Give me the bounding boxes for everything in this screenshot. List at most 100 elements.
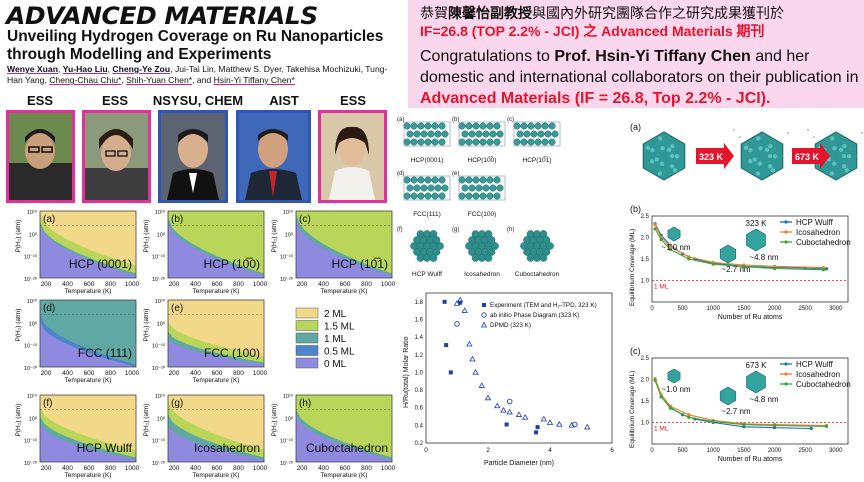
tick-label: 800 xyxy=(233,281,244,288)
atom xyxy=(764,147,770,153)
tick-label: 3000 xyxy=(829,306,843,312)
atom xyxy=(520,138,528,146)
tick-label: 10⁻²⁰ xyxy=(24,276,38,283)
phase-frame xyxy=(295,210,393,279)
particle-body xyxy=(740,131,784,181)
atom xyxy=(523,130,531,138)
tick-label: 500 xyxy=(678,306,689,312)
data-point xyxy=(461,307,468,313)
phase-frame xyxy=(39,210,137,279)
atom xyxy=(493,138,501,146)
atom xyxy=(493,176,501,184)
data-point xyxy=(506,398,513,405)
tick-label: 1000 xyxy=(707,448,721,454)
atom xyxy=(479,138,487,146)
data-point xyxy=(687,415,691,419)
atom xyxy=(479,176,487,184)
tick-label: 1000 xyxy=(381,465,396,472)
size-label: ~1.0 nm xyxy=(661,243,690,252)
tick-label: 3000 xyxy=(829,448,843,454)
temperature-arrow: 673 K xyxy=(792,143,830,169)
h-atom xyxy=(849,148,851,150)
tick-label: 10⁰ xyxy=(285,231,294,238)
axis-label: P(H₂) (atm) xyxy=(271,220,278,253)
atom xyxy=(658,136,663,141)
atom xyxy=(432,236,441,244)
atom xyxy=(548,122,556,130)
phase-panel: (b) HCP (10̅0) 10¹⁰ 10⁰ 10⁻¹⁰ 10⁻²⁰ P(H₂) (atm… xyxy=(143,209,268,295)
tick-label: 10⁰ xyxy=(29,415,38,422)
panel-letter: (d) xyxy=(43,303,55,314)
congratulation-banner xyxy=(408,0,864,108)
tick-label: 1.0 xyxy=(641,279,650,285)
particle-body xyxy=(642,131,686,181)
tick-label: 600 xyxy=(84,465,95,472)
author-list: Wenye Xuan, Yu-Hao Liu, Cheng-Ye Zou, Ju… xyxy=(7,64,388,85)
atom xyxy=(516,130,524,138)
tick-label: 6 xyxy=(610,447,614,454)
atom xyxy=(413,130,421,138)
atom xyxy=(475,184,483,192)
panel-name: FCC (100) xyxy=(204,346,260,360)
tick-label: 1.0 xyxy=(641,421,650,427)
atom xyxy=(752,157,757,162)
atom xyxy=(670,143,675,149)
structure-name: HCP(10̅0) xyxy=(468,156,497,164)
legend-marker xyxy=(481,312,487,318)
phase-diagram-grid: (a) HCP (0001) 10¹⁰ 10⁰ 10⁻¹⁰ 10⁻²⁰ P(H₂) (atm… xyxy=(15,209,396,479)
structure-name: HCP(10̅1) xyxy=(523,156,552,164)
atom xyxy=(429,254,438,262)
tick-label: 1.0 xyxy=(415,370,424,376)
atom xyxy=(486,122,494,130)
data-point xyxy=(515,411,523,417)
data-point xyxy=(653,378,657,382)
data-point xyxy=(456,296,464,303)
h-atom xyxy=(745,143,747,145)
tick-label: 10⁻²⁰ xyxy=(24,365,38,372)
atom xyxy=(458,192,466,200)
legend-marker xyxy=(784,362,788,366)
atom xyxy=(541,138,549,146)
temperature-label: 673 K xyxy=(746,361,768,370)
tick-label: 600 xyxy=(340,281,351,288)
coverage-charts: (a) 323 K 673 K (b) 1.0 1.5 2.0 2.5 0 500 1000 1500… xyxy=(629,122,863,463)
tick-label: 1000 xyxy=(125,465,140,472)
tick-label: 800 xyxy=(233,465,244,472)
tick-label: 1.6 xyxy=(415,317,424,323)
atom xyxy=(432,248,441,256)
atom xyxy=(403,138,411,146)
atom xyxy=(468,184,476,192)
author: Shih-Yuan Chen* xyxy=(126,75,193,85)
data-point xyxy=(711,420,715,424)
tick-label: 600 xyxy=(84,281,95,288)
atom xyxy=(669,163,675,169)
tick-label: 10⁻²⁰ xyxy=(280,276,294,283)
atom xyxy=(472,122,480,130)
legend-swatch xyxy=(295,307,319,319)
data-point xyxy=(535,425,540,430)
tick-label: 10¹⁰ xyxy=(27,393,38,400)
series-line xyxy=(654,228,824,271)
tick-label: 800 xyxy=(105,281,116,288)
banner-name: Prof. Hsin-Yi Tiffany Chen xyxy=(554,48,751,65)
tick-label: 2500 xyxy=(798,306,812,312)
data-point xyxy=(659,238,663,242)
atom xyxy=(838,147,844,153)
panel-letter: (d) xyxy=(397,171,404,177)
affiliation-label: NSYSU, CHEM xyxy=(152,93,244,108)
tick-label: 1000 xyxy=(125,281,140,288)
tick-label: 800 xyxy=(105,370,116,377)
phase-region xyxy=(168,211,264,274)
data-point xyxy=(506,408,513,415)
atom xyxy=(417,176,425,184)
atom xyxy=(417,138,425,146)
atom xyxy=(420,184,428,192)
atom xyxy=(758,145,763,151)
tick-label: 0.4 xyxy=(415,423,424,429)
author: Wenye Xuan xyxy=(7,64,58,74)
phase-region xyxy=(40,395,136,451)
atom xyxy=(551,130,559,138)
panel-name: Icosahedron xyxy=(194,441,260,455)
panel-name: HCP (0001) xyxy=(69,257,132,271)
atom xyxy=(657,171,663,176)
